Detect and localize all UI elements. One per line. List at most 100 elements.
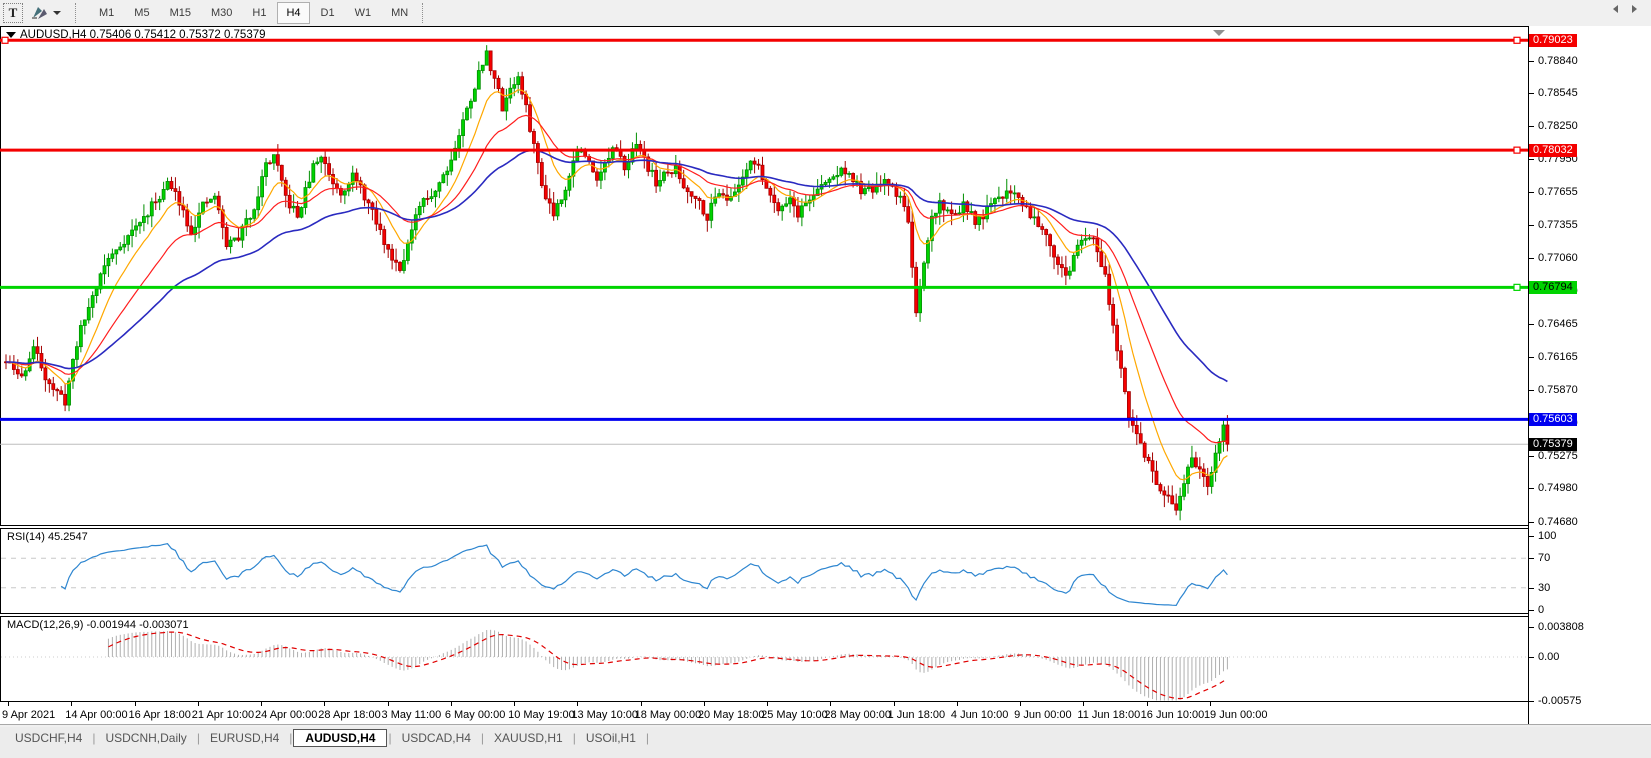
text-tool-button[interactable]: T: [3, 3, 23, 23]
chart-tab-usdcnh[interactable]: USDCNH,Daily: [105, 730, 187, 745]
time-tick-mark: [1146, 702, 1148, 706]
timeframe-button-h1[interactable]: H1: [243, 2, 275, 24]
time-tick-mark: [703, 702, 705, 706]
price-tick-mark: [1529, 125, 1534, 127]
time-label: 4 Jun 10:00: [950, 709, 1009, 721]
time-tick-mark: [324, 702, 326, 706]
timeframe-button-m5[interactable]: M5: [125, 2, 158, 24]
price-tick-mark: [1529, 225, 1534, 227]
chart-title: AUDUSD,H4 0.75406 0.75412 0.75372 0.7537…: [6, 29, 266, 41]
price-tick-label: 0.77355: [1538, 219, 1578, 232]
time-label: 10 May 19:00: [508, 709, 575, 721]
rsi-tick-mark: [1529, 536, 1534, 537]
tab-divider: |: [196, 730, 200, 745]
chart-tab-usoil[interactable]: USOil,H1: [585, 730, 636, 745]
price-tick-label: 0.76465: [1538, 317, 1578, 330]
tab-divider: |: [572, 730, 576, 745]
price-tick-label: 0.78250: [1538, 119, 1578, 132]
tab-divider: |: [289, 730, 293, 745]
chart-tab-eurusd[interactable]: EURUSD,H4: [209, 730, 280, 745]
price-tick-mark: [1529, 389, 1534, 391]
tab-divider: |: [388, 730, 392, 745]
time-tick-mark: [450, 702, 452, 706]
chart-tab-usdcad[interactable]: USDCAD,H4: [401, 730, 471, 745]
moving-average-medium[interactable]: [6, 114, 1228, 444]
time-tick-mark: [640, 702, 642, 706]
timeframe-button-d1[interactable]: D1: [312, 2, 344, 24]
timeframe-button-group: M1 M5 M15 M30 H1 H4 D1 W1 MN: [89, 2, 418, 24]
price-tick-mark: [1529, 257, 1534, 259]
rsi-indicator-label: RSI(14) 45.2547: [7, 531, 88, 543]
tab-scroll-right-icon[interactable]: [1632, 5, 1637, 13]
tab-divider: |: [92, 730, 96, 745]
price-tick-label: 0.77060: [1538, 251, 1578, 264]
time-label: 6 May 00:00: [444, 709, 506, 721]
macd-tick-label: 0.00: [1538, 651, 1560, 663]
top-toolbar: T M1 M5 M15 M30 H1 H4 D1 W1 MN: [0, 0, 1651, 26]
macd-tick-mark: [1529, 657, 1534, 658]
macd-tick-label: 0.003808: [1538, 621, 1584, 634]
time-tick-mark: [893, 702, 895, 706]
price-tick-mark: [1529, 93, 1534, 95]
price-tick-label: 0.77655: [1538, 185, 1578, 198]
macd-tick-mark: [1529, 700, 1534, 702]
tab-scroll-left-icon[interactable]: [1613, 5, 1618, 13]
moving-average-slow[interactable]: [6, 149, 1228, 383]
time-tick-mark: [767, 702, 769, 706]
time-tick-mark: [261, 702, 263, 706]
statusbar-strip: [0, 748, 1651, 758]
time-label: 9 Apr 2021: [2, 709, 56, 721]
time-label: 25 May 10:00: [761, 709, 828, 721]
timeframe-button-mn[interactable]: MN: [382, 2, 417, 24]
time-tick-mark: [1083, 702, 1085, 706]
time-tick-mark: [577, 702, 579, 706]
chart-dropdown-icon: [6, 32, 16, 38]
chart-tab-audusd[interactable]: AUDUSD,H4: [293, 728, 388, 747]
chart-tab-usdchf[interactable]: USDCHF,H4: [15, 730, 83, 745]
tab-divider: |: [480, 730, 485, 745]
price-tick-label: 0.78840: [1538, 54, 1578, 67]
tab-divider: |: [645, 730, 649, 745]
time-axis[interactable]: 9 Apr 2021 14 Apr 00:00 16 Apr 18:00 21 Apr…: [0, 702, 1528, 724]
rsi-tick-label: 30: [1538, 581, 1551, 594]
colors-tool-button[interactable]: [29, 3, 63, 23]
timeframe-button-w1[interactable]: W1: [346, 2, 381, 24]
price-tick-mark: [1529, 159, 1534, 161]
chart-tab-bar: USDCHF,H4 | USDCNH,Daily | EURUSD,H4 | AUDUSD,…: [0, 727, 1651, 748]
candlesticks: [4, 45, 1230, 521]
time-label: 16 Apr 18:00: [128, 709, 191, 721]
price-tick-mark: [1529, 323, 1534, 325]
macd-histogram: [107, 629, 1228, 701]
time-label: 11 Jun 18:00: [1077, 709, 1141, 721]
timeframe-button-m15[interactable]: M15: [161, 2, 200, 24]
moving-average-fast[interactable]: [6, 89, 1228, 481]
rsi-tick-mark: [1529, 587, 1534, 589]
timeframe-button-m30[interactable]: M30: [202, 2, 241, 24]
timeframe-button-m1[interactable]: M1: [90, 2, 123, 24]
macd-indicator-plot[interactable]: [0, 616, 1528, 702]
time-tick-mark: [830, 702, 832, 706]
rsi-tick-mark: [1529, 610, 1534, 611]
toolbar-grip: [75, 3, 81, 23]
price-chart-plot[interactable]: [0, 26, 1528, 526]
price-axis-border: [1528, 26, 1529, 724]
timeframe-button-h4[interactable]: H4: [277, 2, 310, 24]
price-axis[interactable]: 0.78840 0.78545 0.78250 0.77950 0.77655 0.773…: [1529, 26, 1651, 724]
time-label: 9 Jun 00:00: [1014, 709, 1072, 721]
rsi-tick-mark: [1529, 558, 1534, 560]
time-label: 14 Apr 00:00: [65, 709, 128, 721]
time-tick-mark: [8, 702, 9, 706]
price-level-badge: 0.78032: [1529, 143, 1577, 157]
time-label: 18 May 00:00: [634, 709, 702, 721]
time-label: 16 Jun 10:00: [1140, 709, 1205, 721]
chart-shift-marker-icon[interactable]: [1213, 30, 1225, 36]
colors-icon: [32, 7, 47, 19]
price-tick-label: 0.78545: [1538, 87, 1578, 100]
time-tick-mark: [134, 702, 136, 706]
rsi-indicator-plot[interactable]: [0, 528, 1528, 614]
time-label: 20 May 18:00: [697, 709, 765, 721]
price-tick-label: 0.75275: [1538, 449, 1578, 462]
tab-scroll-arrows: [1613, 5, 1637, 13]
chart-tab-xauusd[interactable]: XAUUSD,H1: [494, 730, 563, 745]
time-label: 13 May 10:00: [571, 709, 638, 721]
